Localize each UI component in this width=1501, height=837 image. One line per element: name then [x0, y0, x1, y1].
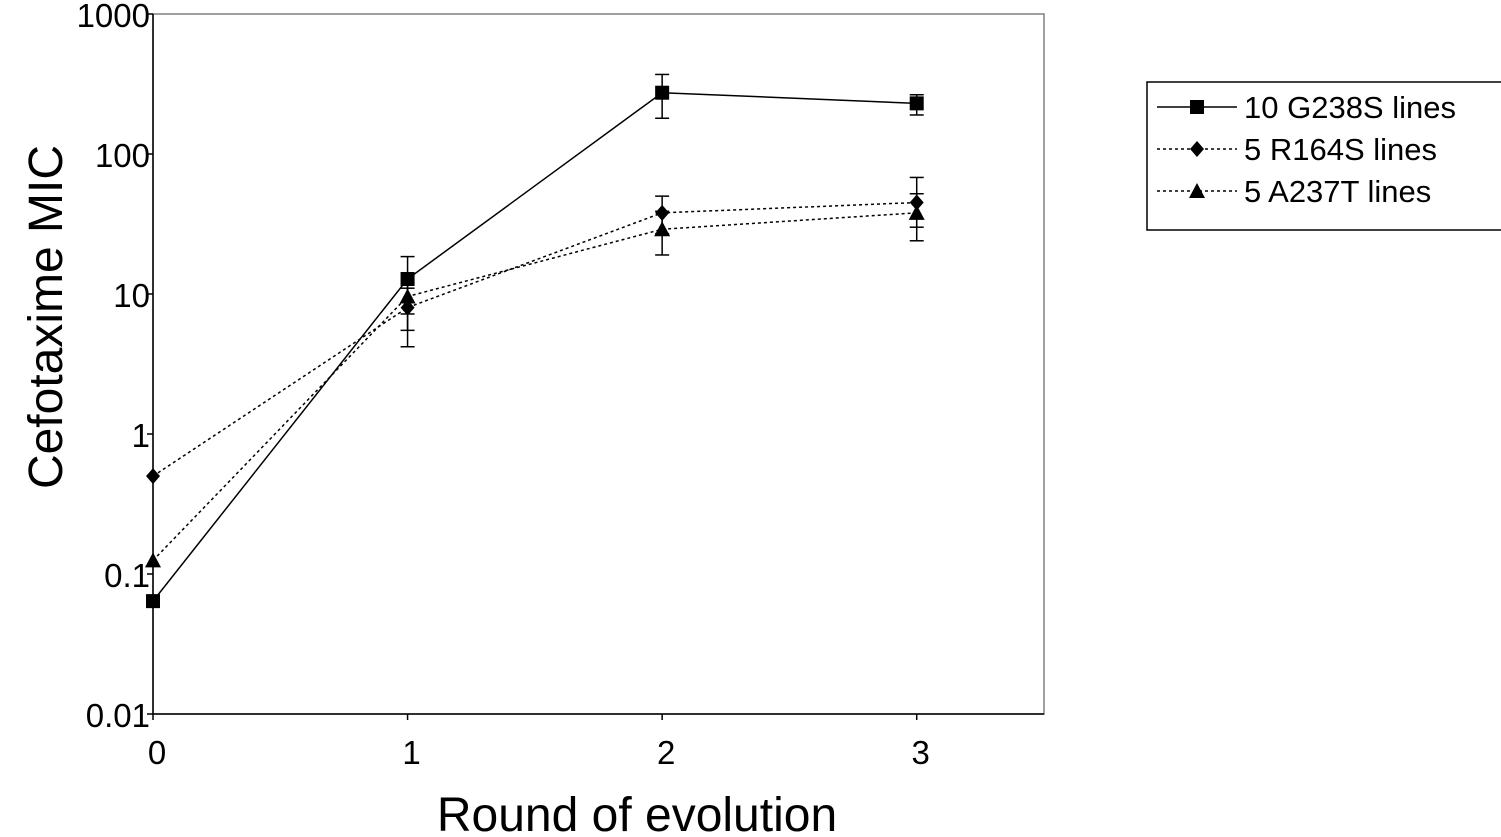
y-tick-label: 0.1 [104, 557, 150, 594]
y-tick-label: 1 [132, 417, 150, 454]
y-tick-label: 0.01 [86, 697, 150, 734]
series-2 [145, 193, 925, 568]
series-line [152, 91, 917, 602]
x-tick-label: 0 [148, 734, 166, 771]
series-group [145, 73, 925, 609]
y-axis-label: Cefotaxime MIC [20, 145, 73, 489]
x-axis-label: Round of evolution [437, 789, 837, 837]
legend-marker [1189, 183, 1205, 198]
y-tick-label: 100 [95, 137, 150, 174]
legend-marker [1190, 141, 1204, 157]
data-point [908, 204, 925, 220]
data-point [399, 288, 416, 304]
x-ticks: 0 1 2 3 [148, 714, 930, 771]
data-point [654, 221, 671, 237]
y-tick-label: 10 [113, 277, 150, 314]
series-line [152, 212, 917, 561]
x-tick-label: 2 [657, 734, 675, 771]
legend-marker [1190, 100, 1204, 114]
y-tick-label: 1000 [77, 0, 150, 34]
x-tick-label: 3 [912, 734, 930, 771]
legend: 10 G238S lines 5 R164S lines 5 A237T lines [1146, 81, 1501, 231]
series-line [152, 201, 917, 477]
data-point [145, 552, 161, 568]
legend-label: 5 A237T lines [1244, 174, 1431, 209]
legend-label: 5 R164S lines [1244, 132, 1437, 167]
data-point [655, 85, 670, 100]
x-tick-label: 1 [402, 734, 420, 771]
data-point [146, 594, 160, 609]
plot-area [152, 13, 1045, 715]
legend-label: 10 G238S lines [1244, 90, 1456, 125]
data-point [909, 96, 924, 111]
data-point [146, 468, 160, 485]
y-ticks: 0.01 0.1 1 10 100 1000 [77, 0, 153, 734]
